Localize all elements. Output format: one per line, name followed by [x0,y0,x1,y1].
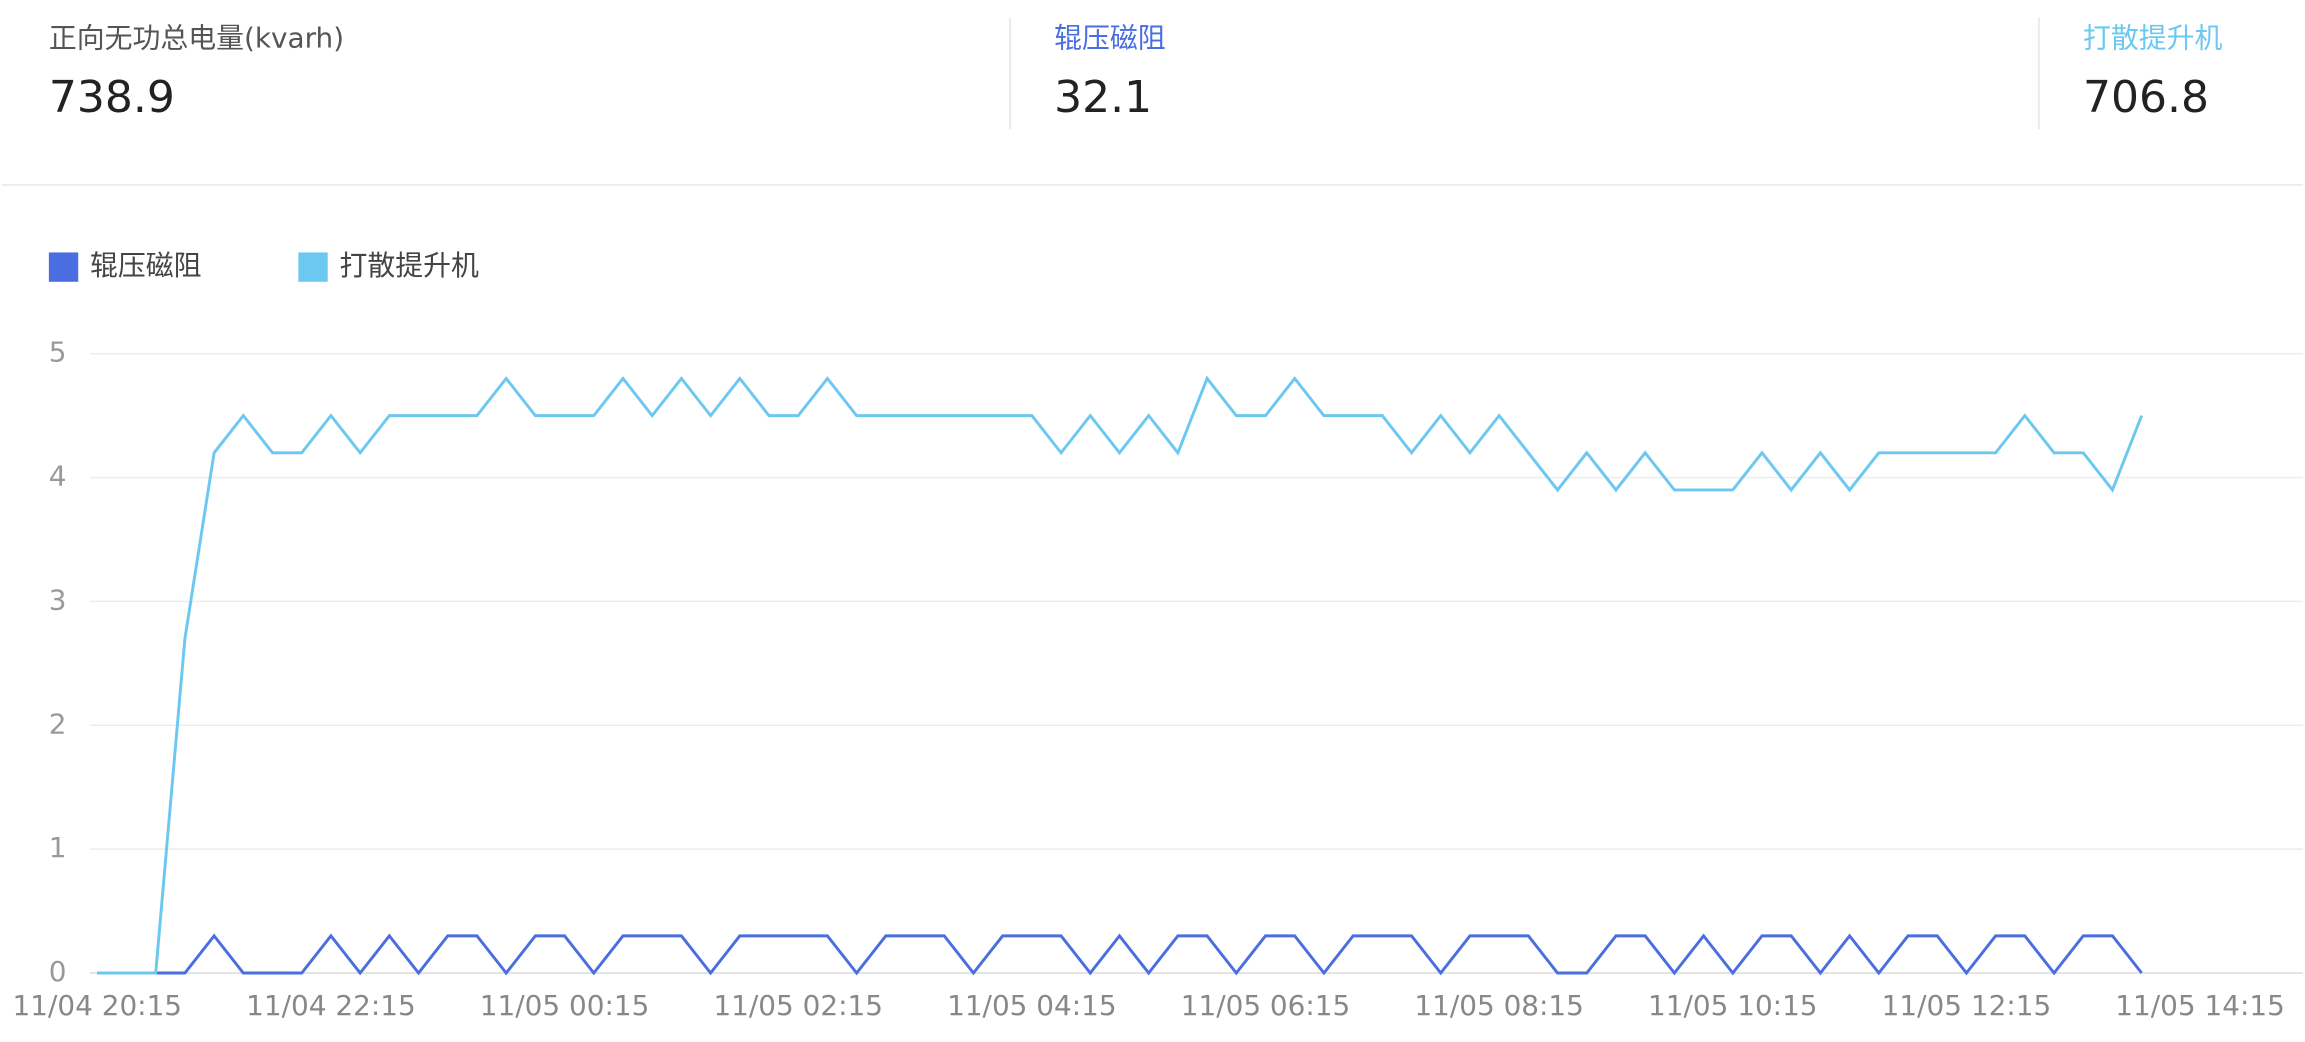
legend-swatch [298,252,328,282]
x-tick-label: 11/05 12:15 [1882,989,2052,1022]
x-tick-label: 11/05 02:15 [713,989,883,1022]
series-line [97,375,2144,975]
x-tick-label: 11/05 06:15 [1181,989,1351,1022]
stat-label: 辊压磁阻 [1054,22,1166,55]
x-tick-label: 11/04 22:15 [246,989,416,1022]
stat-value: 32.1 [1054,72,1152,123]
stat-label: 正向无功总电量(kvarh) [49,22,344,55]
legend-swatch [48,252,79,282]
stat-label: 打散提升机 [2083,22,2222,55]
stat-value: 706.8 [2083,72,2209,123]
legend-label: 打散提升机 [339,249,478,282]
x-tick-label: 11/05 14:15 [2115,989,2285,1022]
legend-label: 辊压磁阻 [90,249,201,282]
y-tick-label: 3 [49,583,67,616]
y-tick-label: 4 [49,460,67,493]
x-tick-label: 11/05 00:15 [480,989,650,1022]
series-line [97,933,2143,976]
x-tick-label: 11/05 08:15 [1414,989,1584,1022]
stat-value: 738.9 [49,72,175,123]
y-tick-label: 2 [49,707,67,740]
y-tick-label: 0 [49,955,67,988]
y-tick-label: 1 [49,831,67,864]
y-tick-label: 5 [49,336,67,369]
x-tick-label: 11/04 20:15 [13,989,183,1022]
x-tick-label: 11/05 10:15 [1648,989,1818,1022]
x-tick-label: 11/05 04:15 [947,989,1117,1022]
